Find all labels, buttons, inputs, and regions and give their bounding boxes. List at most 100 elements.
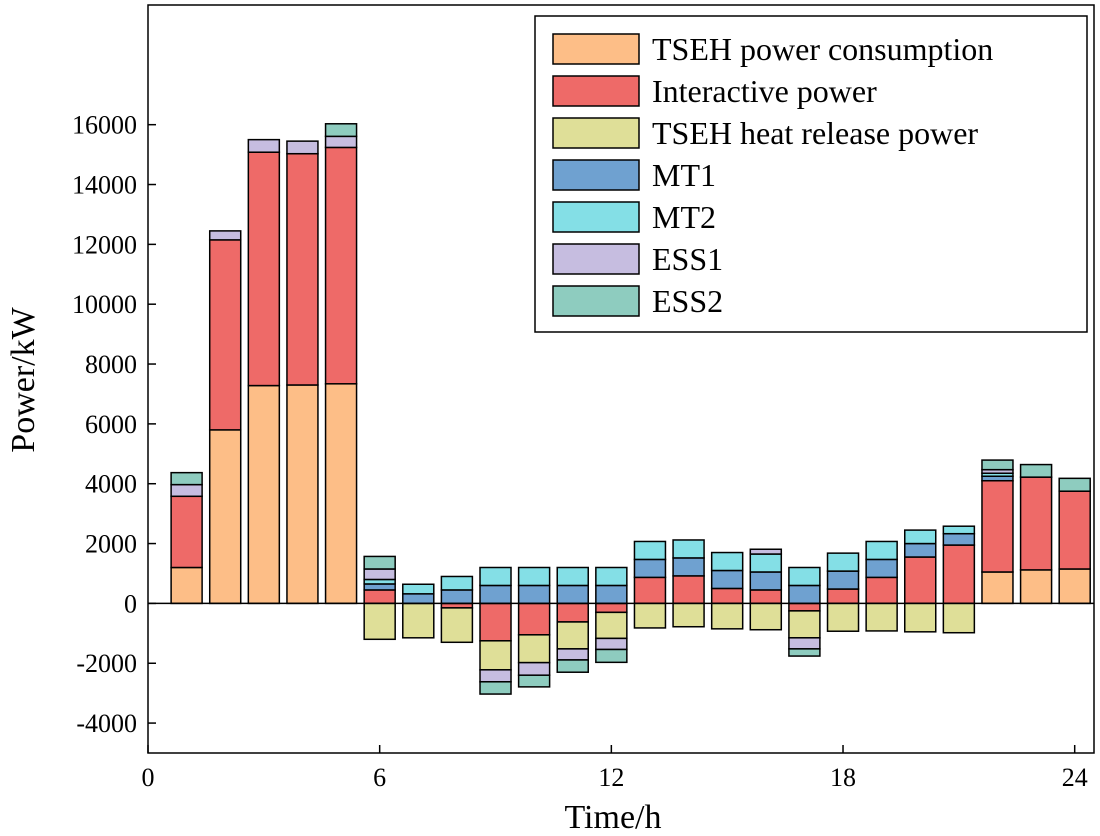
bar-h10-series-2 <box>517 634 551 664</box>
bar-h10-series-4 <box>517 566 551 587</box>
legend-label: ESS2 <box>652 283 723 319</box>
x-tick-label: 18 <box>830 763 856 792</box>
bar-h14-series-1 <box>672 575 705 605</box>
bar-h15-series-4 <box>710 551 744 572</box>
bar-h5-series-5 <box>324 135 358 149</box>
y-tick-label: 4000 <box>85 470 137 499</box>
legend-swatch <box>552 285 640 317</box>
bar-h3-series-1 <box>247 151 281 387</box>
legend-label: Interactive power <box>652 73 877 109</box>
bar-h16-series-5 <box>749 548 783 555</box>
bar-h20-series-3 <box>903 542 937 558</box>
bar-h9-series-6 <box>479 681 512 695</box>
bar-h1-series-1 <box>170 495 203 569</box>
bar-h12-series-6 <box>595 648 628 664</box>
y-tick-label: -4000 <box>76 709 137 738</box>
bar-h6-series-3 <box>363 583 396 591</box>
bar-h11-series-5 <box>556 648 589 661</box>
y-tick-label: 6000 <box>85 410 137 439</box>
bar-h17-series-1 <box>788 602 821 612</box>
bar-h17-series-6 <box>788 648 821 657</box>
bar-h5-series-1 <box>324 146 358 385</box>
bar-h7-series-2 <box>402 602 435 639</box>
bar-h6-series-5 <box>363 568 396 581</box>
bar-h24-series-6 <box>1058 477 1091 492</box>
bar-h20-series-2 <box>903 602 937 633</box>
bar-h20-series-1 <box>903 556 937 605</box>
legend-swatch <box>552 159 640 191</box>
bar-h3-series-5 <box>247 138 281 153</box>
bar-h8-series-4 <box>440 575 474 591</box>
bar-h14-series-4 <box>672 539 705 559</box>
bar-h3-series-0 <box>247 384 281 605</box>
bar-h9-series-5 <box>479 669 512 683</box>
bar-h16-series-3 <box>749 571 783 591</box>
bar-h7-series-4 <box>402 583 435 595</box>
bar-h8-series-2 <box>440 607 474 644</box>
legend-swatch <box>552 33 640 65</box>
x-tick-label: 0 <box>142 763 155 792</box>
x-tick-label: 24 <box>1062 763 1088 792</box>
bar-h11-series-2 <box>556 621 589 650</box>
bar-h6-series-6 <box>363 555 396 570</box>
bar-h2-series-1 <box>208 239 242 431</box>
bar-h24-series-1 <box>1058 490 1091 570</box>
bar-h2-series-0 <box>208 429 242 605</box>
bar-h1-series-6 <box>170 471 203 486</box>
bar-h12-series-5 <box>595 637 628 651</box>
bar-h23-series-6 <box>1019 463 1053 478</box>
bar-h2-series-5 <box>208 230 242 241</box>
y-tick-label: 16000 <box>72 111 137 140</box>
bar-h21-series-1 <box>942 544 976 605</box>
legend-swatch <box>552 201 640 233</box>
y-tick-label: 2000 <box>85 530 137 559</box>
legend-label: TSEH power consumption <box>652 31 993 67</box>
bar-h13-series-1 <box>633 576 667 605</box>
bar-h19-series-4 <box>865 540 898 561</box>
bar-h13-series-2 <box>633 602 667 629</box>
y-axis-title: Power/kW <box>5 306 42 452</box>
bar-h12-series-1 <box>595 602 628 614</box>
bar-h11-series-4 <box>556 566 589 587</box>
bar-h19-series-2 <box>865 602 898 632</box>
bar-h5-series-6 <box>324 123 358 138</box>
y-tick-label: 0 <box>124 589 137 618</box>
bar-h15-series-2 <box>710 602 744 630</box>
bar-h4-series-5 <box>286 140 319 155</box>
bar-h10-series-5 <box>517 661 551 676</box>
bar-h14-series-2 <box>672 602 705 628</box>
bar-h4-series-1 <box>286 152 319 386</box>
bar-h6-series-2 <box>363 602 396 641</box>
y-axis: -4000 -2000 0 2000 4000 6000 8000 10000 12000 140… <box>72 111 156 738</box>
bar-h9-series-1 <box>479 602 512 642</box>
bar-h9-series-4 <box>479 566 512 587</box>
bar-h21-series-4 <box>942 525 976 535</box>
bar-h20-series-4 <box>903 529 937 545</box>
legend-label: MT2 <box>652 199 716 235</box>
bar-h17-series-4 <box>788 566 821 587</box>
bar-h11-series-6 <box>556 659 589 673</box>
bar-h9-series-2 <box>479 640 512 671</box>
bar-h22-series-1 <box>981 479 1014 573</box>
bar-h22-series-0 <box>981 571 1014 605</box>
bar-h18-series-4 <box>826 552 860 572</box>
bar-h19-series-1 <box>865 576 898 605</box>
bar-h23-series-1 <box>1019 476 1053 571</box>
legend: TSEH power consumption Interactive power T… <box>534 15 1088 333</box>
bar-h12-series-2 <box>595 611 628 640</box>
bar-h16-series-2 <box>749 602 783 631</box>
bar-h10-series-6 <box>517 674 551 688</box>
bar-h13-series-4 <box>633 540 667 561</box>
legend-label: ESS1 <box>652 241 723 277</box>
y-tick-label: -2000 <box>76 649 137 678</box>
bar-h11-series-3 <box>556 584 589 605</box>
bar-h24-series-0 <box>1058 568 1091 605</box>
bar-h15-series-3 <box>710 569 744 590</box>
bar-h13-series-3 <box>633 558 667 579</box>
bar-h22-series-6 <box>981 459 1014 471</box>
x-tick-label: 6 <box>373 763 386 792</box>
bar-h16-series-4 <box>749 553 783 573</box>
bar-h12-series-3 <box>595 584 628 605</box>
bar-h18-series-2 <box>826 602 860 632</box>
